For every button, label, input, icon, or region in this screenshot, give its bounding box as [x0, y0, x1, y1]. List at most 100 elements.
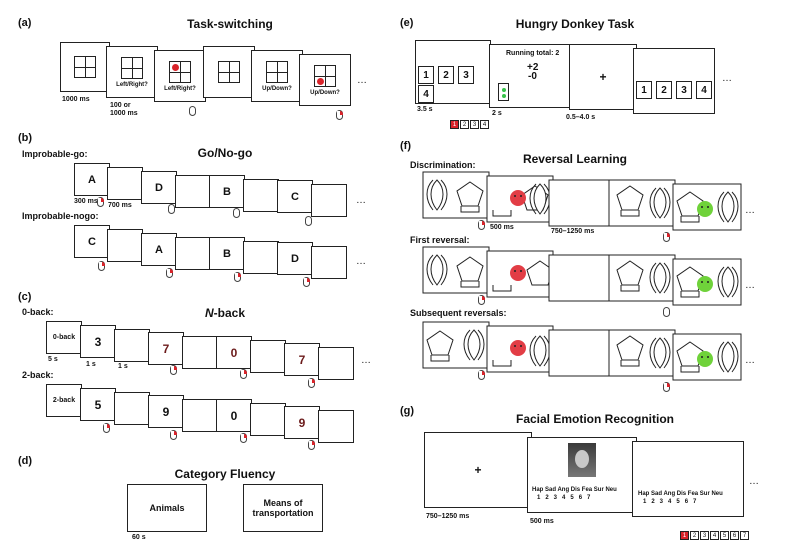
mouse-icon: [168, 204, 175, 214]
time-label: 60 s: [132, 534, 146, 541]
gng-blank: [175, 175, 211, 208]
nback-stim: 7: [148, 332, 184, 365]
key-selected: 1: [450, 120, 459, 129]
ts-prompt: Left/Right?: [116, 81, 148, 88]
time-label: 750–1250 ms: [426, 513, 470, 520]
panel-label-d: (d): [18, 455, 33, 467]
gng-blank: [311, 246, 347, 279]
nback-stim: 9: [284, 406, 320, 439]
gng-blank: [107, 167, 143, 200]
title-go-nogo: Go/No-go: [197, 146, 253, 160]
emotion-labels: Hap Sad Ang Dis Fea Sur Neu: [532, 487, 617, 493]
mouse-right-click-icon: [234, 272, 241, 282]
row-label: 2-back:: [22, 370, 54, 380]
ellipsis: …: [749, 476, 760, 487]
fer-face-screen: Hap Sad Ang Dis Fea Sur Neu 1 2 3 4 5 6 …: [527, 437, 637, 513]
time-label: 0.5–4.0 s: [566, 114, 596, 121]
grid-icon: [266, 60, 288, 83]
mouse-right-click-icon: [166, 268, 173, 278]
ts-prompt: Up/Down?: [262, 85, 292, 92]
row-label: Improbable-go:: [22, 149, 88, 159]
time-label: 300 ms: [74, 198, 98, 205]
grid-icon: [314, 64, 336, 87]
mouse-right-click-icon: [98, 261, 105, 271]
happy-face-icon: [697, 351, 713, 367]
title-facial-emotion: Facial Emotion Recognition: [515, 412, 674, 426]
time-label: 5 s: [48, 356, 58, 363]
grid-icon: [169, 60, 191, 83]
emotion-labels: Hap Sad Ang Dis Fea Sur Neu: [638, 491, 723, 497]
panel-label-f: (f): [400, 140, 411, 152]
ellipsis: …: [745, 355, 756, 366]
gng-stim: B: [209, 175, 245, 208]
time-label: 700 ms: [108, 202, 132, 209]
gain: +2: [527, 62, 539, 73]
ellipsis: …: [356, 195, 367, 206]
panel-label-c: (c): [18, 291, 32, 303]
happy-face-icon: [697, 201, 713, 217]
row-label: Improbable-nogo:: [22, 211, 99, 221]
ts-screen-6: Up/Down?: [299, 54, 351, 106]
title-n-back: N-back: [204, 306, 246, 320]
mouse-right-click-icon: [478, 220, 485, 230]
rl-row-first-reversal: [422, 246, 742, 306]
key: 4: [710, 531, 719, 540]
gng-stim: D: [141, 171, 177, 204]
fer-fixation-screen: +: [424, 432, 532, 508]
mouse-right-click-icon: [103, 423, 110, 433]
ellipsis: …: [722, 73, 733, 84]
nback-blank: [114, 392, 150, 425]
ts-screen-5: Up/Down?: [251, 50, 303, 102]
rl-row-subsequent-reversals: [422, 321, 742, 381]
ts-screen-2: Left/Right?: [106, 46, 158, 98]
gng-blank: [311, 184, 347, 217]
nback-blank: [318, 347, 354, 380]
mouse-right-click-icon: [478, 295, 485, 305]
key: 3: [700, 531, 709, 540]
hd-choice-screen: 1 2 34: [415, 40, 491, 104]
panel-label-b: (b): [18, 132, 33, 144]
mouse-right-click-icon: [478, 370, 485, 380]
time-label: 500 ms: [490, 224, 514, 231]
time-label: 100 or: [110, 102, 131, 109]
gng-stim: D: [277, 242, 313, 275]
title-hungry-donkey: Hungry Donkey Task: [515, 17, 635, 31]
title-reversal-learning: Reversal Learning: [522, 152, 628, 166]
ellipsis: …: [356, 256, 367, 267]
fer-response-screen: Hap Sad Ang Dis Fea Sur Neu 1 2 3 4 5 6 …: [632, 441, 744, 517]
mouse-right-click-icon: [170, 430, 177, 440]
gng-blank: [107, 229, 143, 262]
door: 2: [438, 66, 454, 84]
running-total: Running total: 2: [506, 50, 560, 57]
ts-screen-3: Left/Right?: [154, 50, 206, 102]
panel-label-e: (e): [400, 17, 414, 29]
target-dot-icon: [317, 77, 324, 85]
grid-icon: [74, 56, 96, 78]
nback-blank: [250, 403, 286, 436]
key: 3: [470, 120, 479, 129]
ts-screen-4: [203, 46, 255, 98]
target-dot-icon: [172, 63, 179, 71]
panel-label-g: (g): [400, 405, 415, 417]
mouse-right-click-icon: [308, 440, 315, 450]
time-label: 2 s: [492, 110, 502, 117]
key: 5: [720, 531, 729, 540]
green-dot-icon: [502, 94, 506, 98]
happy-face-icon: [697, 276, 713, 292]
ts-prompt: Up/Down?: [310, 89, 340, 96]
time-label: 750–1250 ms: [551, 228, 595, 235]
mouse-right-click-icon: [170, 365, 177, 375]
door: 4: [696, 80, 712, 99]
fluency-card-transport: Means of transportation: [243, 484, 323, 532]
ellipsis: …: [357, 75, 368, 86]
key: 6: [730, 531, 739, 540]
sad-face-icon: [510, 340, 526, 356]
key: 2: [690, 531, 699, 540]
key: 2: [460, 120, 469, 129]
green-dot-icon: [502, 88, 506, 92]
face-photo-skin: [575, 450, 589, 468]
